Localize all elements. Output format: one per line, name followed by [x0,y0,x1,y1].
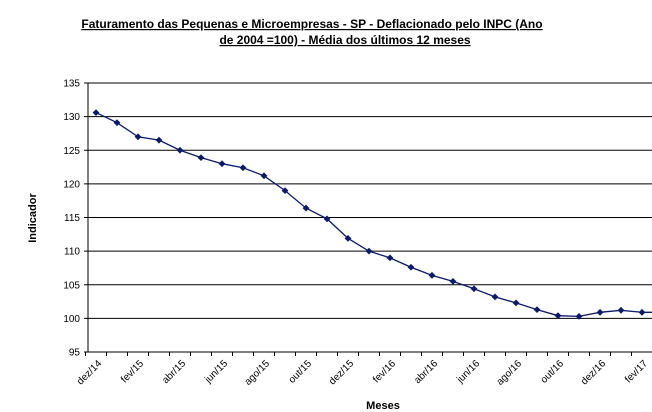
data-point [554,312,562,320]
x-tick-label: fev/17 [623,358,650,385]
x-tick-label: ago/15 [243,358,273,388]
data-point [239,164,247,172]
data-point [323,215,331,223]
y-tick-label: 105 [63,280,80,291]
data-point [407,263,415,271]
data-point [302,204,310,212]
series [92,109,652,320]
y-tick-label: 135 [63,79,80,90]
x-axis-ticks: dez/14 fev/15 abr/15 jun/15 ago/15 out/15 dez/… [75,352,650,388]
data-point [575,312,583,320]
x-tick-label: fev/15 [119,358,146,385]
y-tick-label: 95 [69,348,81,359]
data-point [512,299,520,307]
x-tick-label: dez/16 [579,358,608,387]
y-axis-label: Indicador [27,193,39,243]
data-point [113,119,121,127]
data-point [260,172,268,180]
data-point [533,306,541,314]
data-point [596,308,604,316]
gridlines [88,82,652,353]
x-tick-label: out/15 [287,358,315,386]
data-point [491,293,499,301]
data-point [155,136,163,144]
data-point [386,254,394,262]
data-point [134,133,142,141]
x-tick-label: abr/16 [412,358,440,386]
series-line [95,112,652,318]
x-tick-label: jun/15 [202,358,230,386]
y-tick-label: 100 [63,314,80,325]
data-point [197,154,205,162]
data-point [344,234,352,242]
data-point [365,247,373,255]
data-point [638,308,646,316]
x-tick-label: fev/16 [371,358,398,385]
chart-title-line-1: Faturamento das Pequenas e Microempresas… [81,17,542,31]
y-axis-ticks: 95 100 105 110 115 120 125 130 135 [63,79,88,359]
x-tick-label: jun/16 [454,358,482,386]
x-tick-label: ago/16 [495,358,525,388]
y-tick-label: 115 [64,213,80,224]
data-point [470,285,478,293]
y-tick-label: 125 [63,146,80,157]
data-point [617,306,625,314]
data-point [218,160,226,168]
chart-title-line-2: de 2004 =100) - Média dos últimos 12 mes… [219,33,470,47]
data-point [428,271,436,279]
data-point [449,277,457,285]
chart-title: Faturamento das Pequenas e Microempresas… [81,17,542,47]
data-point [176,146,184,154]
data-point [92,109,100,116]
y-tick-label: 120 [63,179,80,190]
x-axis-label: Meses [366,400,400,412]
x-tick-label: abr/15 [160,358,188,386]
y-tick-label: 110 [64,247,80,258]
y-tick-label: 130 [63,112,80,123]
x-tick-label: dez/14 [75,358,104,387]
data-point [281,187,289,194]
x-tick-label: out/16 [539,358,567,386]
x-tick-label: dez/15 [327,358,356,387]
